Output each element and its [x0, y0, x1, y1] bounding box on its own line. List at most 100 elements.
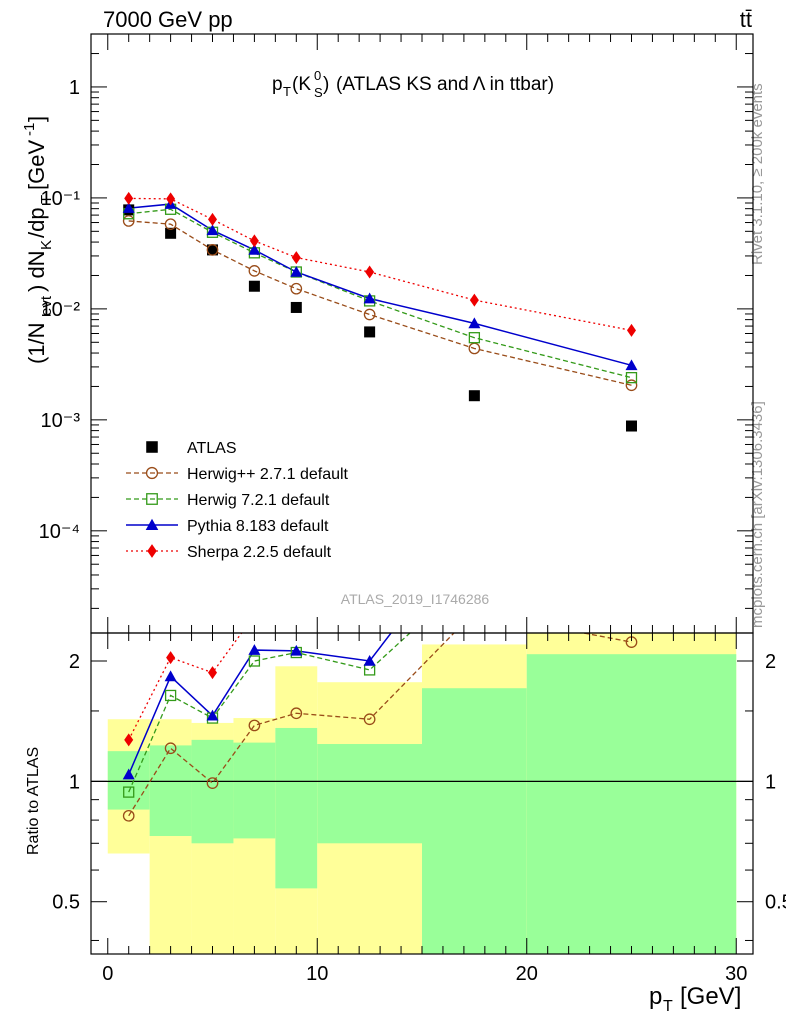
- ratio-band-clip: [107, 633, 737, 954]
- sherpa-ratio-point: [250, 609, 259, 622]
- pythia-ratio-point: [248, 644, 261, 655]
- x-axis-label: p T [GeV]: [649, 983, 741, 1015]
- sherpa-point: [124, 191, 134, 205]
- herwigpp-ratio-point: [290, 707, 303, 720]
- svg-text:[GeV]: [GeV]: [680, 983, 741, 1010]
- herwig7-ratio-point: [469, 569, 479, 579]
- herwig7-ratio-point: [164, 689, 177, 702]
- uncertainty-band-inner: [526, 654, 737, 954]
- pythia-ratio-point: [468, 518, 480, 529]
- pythia-point: [206, 224, 219, 236]
- pythia-point: [363, 292, 376, 304]
- ratio-y-tick-label: 1: [69, 771, 80, 793]
- herwigpp-ratio-line: [128, 633, 632, 817]
- atlas-point: [468, 390, 480, 402]
- analysis-id: ATLAS_2019_I1746286: [341, 591, 490, 607]
- herwigpp-ratio-point: [164, 742, 177, 755]
- ratio-y-tick-label-right: 2: [765, 651, 776, 673]
- sherpa-point: [469, 293, 479, 307]
- sherpa-line: [128, 197, 632, 332]
- herwigpp-point: [363, 308, 376, 321]
- pythia-point: [248, 243, 261, 255]
- svg-text:p: p: [272, 74, 283, 95]
- y-tick-label: 10⁻²: [41, 299, 81, 321]
- legend-marker: [147, 544, 157, 558]
- herwig7-point: [625, 372, 638, 384]
- uncertainty-band-inner: [191, 739, 234, 844]
- svg-text:(K: (K: [292, 74, 311, 95]
- herwigpp-ratio-point: [248, 719, 261, 732]
- main-plot-area: [122, 191, 638, 432]
- legend-item-sherpa: Sherpa 2.2.5 default: [126, 544, 332, 561]
- main-clip-group: [122, 191, 638, 432]
- sherpa-point: [291, 251, 301, 265]
- atlas-point: [364, 326, 376, 338]
- main-axes: 1 10⁻¹ 10⁻² 10⁻³ 10⁻⁴: [39, 33, 753, 633]
- herwigpp-ratio-point: [206, 777, 219, 789]
- herwigpp-point: [122, 215, 135, 227]
- atlas-point: [248, 280, 260, 292]
- process-label: tt̄: [740, 7, 752, 32]
- uncertainty-band-inner: [149, 745, 192, 837]
- pythia-point: [625, 359, 638, 371]
- legend-item-herwigpp: Herwig++ 2.7.1 default: [126, 466, 349, 483]
- herwigpp-point: [206, 244, 219, 256]
- x-tick-label: 0: [102, 963, 113, 985]
- pythia-point: [290, 265, 303, 277]
- ratio-plot-area: [91, 430, 753, 822]
- x-tick-label: 30: [725, 963, 747, 985]
- rivet-label: Rivet 3.1.10, ≥ 200k events: [749, 83, 766, 265]
- svg-text:T: T: [283, 84, 291, 99]
- legend-marker: [146, 441, 158, 453]
- svg-text:S: S: [314, 85, 323, 100]
- atlas-point: [625, 420, 637, 432]
- pythia-ratio-line: [128, 633, 392, 775]
- ratio-bands: [107, 633, 737, 954]
- atlas-point: [207, 244, 219, 256]
- legend-label: Pythia 8.183 default: [187, 518, 329, 535]
- pythia-ratio-point: [290, 644, 303, 656]
- plot-title-text: (ATLAS KS and: [336, 74, 469, 95]
- ratio-clip-group: [91, 430, 753, 822]
- y-tick-label: 10⁻⁴: [39, 521, 80, 543]
- svg-text:): ): [323, 74, 329, 95]
- ratio-y-tick-label: 0.5: [52, 892, 80, 914]
- svg-text:]: ]: [24, 116, 49, 122]
- plot-title-tail: in ttbar): [484, 74, 554, 95]
- lambda-symbol: Λ: [473, 74, 486, 95]
- svg-text:[GeV: [GeV: [24, 140, 49, 190]
- svg-text:0: 0: [314, 68, 321, 83]
- herwigpp-ratio-point: [122, 809, 135, 822]
- uncertainty-band-inner: [317, 744, 422, 844]
- uncertainty-band-inner: [275, 727, 318, 889]
- sherpa-point: [208, 212, 218, 226]
- herwig7-ratio-point: [123, 786, 135, 798]
- sherpa-ratio-point: [627, 430, 636, 443]
- sherpa-ratio-point: [166, 651, 176, 665]
- legend-item-atlas: ATLAS: [146, 440, 237, 457]
- uncertainty-band-inner: [422, 688, 527, 954]
- ratio-axes: 0.50.511220102030: [52, 633, 786, 985]
- svg-text:K: K: [38, 240, 55, 250]
- ratio-y-tick-label-right: 0.5: [765, 892, 786, 914]
- legend: ATLAS Herwig++ 2.7.1 default Herwig 7.2.1 …: [126, 440, 349, 561]
- herwig7-ratio-point: [248, 655, 261, 667]
- legend-label: Sherpa 2.2.5 default: [187, 544, 332, 561]
- sherpa-ratio-point: [365, 562, 374, 575]
- legend-label: Herwig++ 2.7.1 default: [187, 466, 349, 483]
- pythia-ratio-point: [363, 655, 376, 666]
- herwigpp-point: [625, 379, 638, 392]
- svg-text:-1: -1: [21, 123, 38, 136]
- pythia-point: [122, 202, 135, 213]
- mcplots-label: mcplots.cern.ch [arXiv:1306.3436]: [749, 401, 766, 628]
- legend-marker: [145, 518, 159, 531]
- svg-text:T: T: [38, 195, 55, 204]
- svg-text:T: T: [663, 998, 673, 1015]
- uncertainty-band-inner: [107, 751, 150, 810]
- sherpa-ratio-point: [208, 666, 218, 680]
- uncertainty-band-inner: [233, 742, 276, 839]
- herwig7-point: [468, 332, 481, 344]
- svg-text:/dp: /dp: [24, 207, 49, 238]
